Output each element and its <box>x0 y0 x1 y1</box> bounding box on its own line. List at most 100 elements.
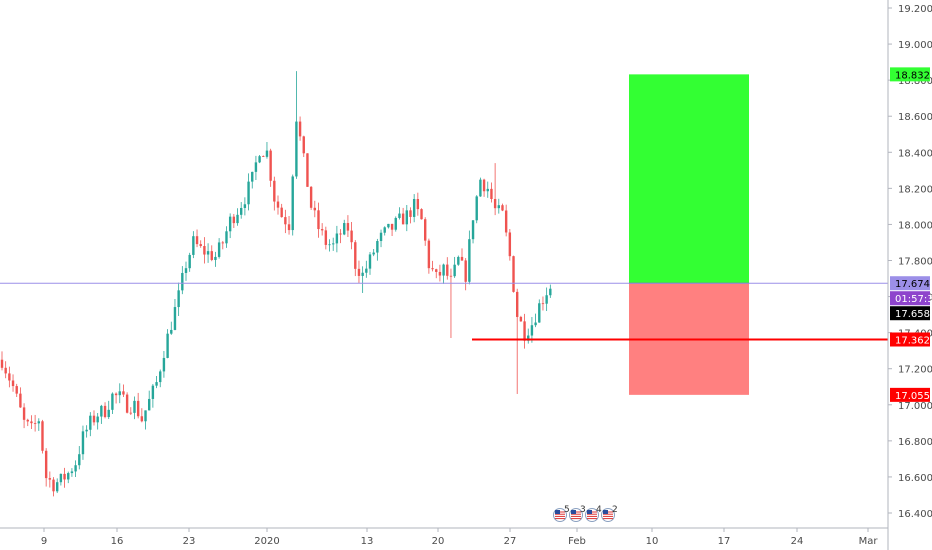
candle-body <box>195 236 199 245</box>
candle-body <box>78 454 81 466</box>
candle <box>67 471 70 484</box>
price-tick-label: 19.000 <box>898 40 932 51</box>
us-flag-icon[interactable]: 5 <box>553 505 570 522</box>
candle-body <box>56 482 59 492</box>
candle <box>276 195 280 215</box>
candle-body <box>100 405 103 417</box>
candle-body <box>173 307 177 330</box>
price-line-tag-background <box>890 276 930 291</box>
candle <box>85 425 88 438</box>
us-flag-icon[interactable]: 4 <box>585 505 603 522</box>
candle <box>96 413 99 430</box>
candle-body <box>320 229 324 231</box>
candle <box>228 213 232 239</box>
last-price-tag-background <box>890 306 930 321</box>
candle-body <box>339 233 342 235</box>
candle-body <box>37 421 40 424</box>
candle-body <box>401 213 405 225</box>
candle <box>405 205 408 232</box>
candle <box>427 238 431 274</box>
price-tick-label: 16.800 <box>898 437 932 448</box>
candle-body <box>129 412 132 414</box>
candle-body <box>420 209 423 220</box>
candle <box>387 223 390 229</box>
time-axis[interactable]: 9 16 23 2020 13 20 27 Feb 10 17 24 Mar <box>0 527 888 547</box>
candle <box>210 245 213 262</box>
candle <box>217 238 221 259</box>
candle-body <box>412 199 416 217</box>
price-tick-label: 16.400 <box>898 509 932 520</box>
candle-body <box>30 421 33 424</box>
candle <box>159 369 162 388</box>
candle <box>420 208 423 220</box>
candle-body <box>111 393 114 410</box>
candle-body <box>471 220 475 240</box>
candle-body <box>11 380 15 387</box>
candle <box>4 361 7 379</box>
candle-body <box>151 385 155 399</box>
candle <box>151 383 155 408</box>
candle <box>107 400 110 420</box>
candle-body <box>0 359 4 368</box>
candle-body <box>376 241 379 253</box>
candle <box>125 392 129 414</box>
candle-body <box>96 416 99 423</box>
candle <box>324 226 328 250</box>
support-price-tag-label: 17.362 <box>895 335 930 346</box>
candle-body <box>284 217 287 225</box>
candle <box>291 174 294 236</box>
candle <box>262 155 265 157</box>
candle-countdown-tag-label: 01:57:39 <box>895 294 932 305</box>
candle <box>199 240 202 248</box>
candle <box>78 446 81 470</box>
candle-body <box>368 254 372 269</box>
candle-body <box>89 415 92 430</box>
time-tick-label: Mar <box>859 536 879 547</box>
candle-body <box>107 409 110 418</box>
candle-body <box>361 272 364 276</box>
candle <box>166 329 169 359</box>
candle-body <box>549 288 552 296</box>
candle-body <box>530 325 534 336</box>
long-position-profit-zone[interactable] <box>629 74 749 284</box>
candle <box>41 419 44 454</box>
candle-body <box>44 450 48 479</box>
price-tick-label: 17.800 <box>898 257 932 268</box>
candle-body <box>243 204 247 208</box>
candle-body <box>273 180 276 202</box>
flag-canton <box>555 510 560 514</box>
candle <box>0 351 4 371</box>
candle-body <box>357 268 361 276</box>
candle-body <box>217 242 221 257</box>
candle-body <box>136 400 140 417</box>
candle <box>541 296 545 311</box>
candle-body <box>67 473 70 480</box>
us-flag-icon[interactable]: 3 <box>569 505 586 522</box>
us-flag-icon[interactable]: 2 <box>601 505 618 522</box>
candle-body <box>394 217 397 230</box>
candle <box>527 328 530 344</box>
candle-body <box>332 243 335 245</box>
candle-body <box>442 264 445 276</box>
candle-body <box>541 303 545 305</box>
candle-body <box>15 386 18 394</box>
candle <box>335 225 339 253</box>
candle <box>379 229 383 248</box>
candle-body <box>468 239 471 282</box>
support-price-tag-background <box>890 332 930 347</box>
candle-body <box>203 246 206 255</box>
candle-body <box>166 333 169 358</box>
candle <box>155 375 158 389</box>
candle-body <box>387 223 390 228</box>
candle-body <box>276 201 280 208</box>
candle-body <box>350 230 353 243</box>
candle-body <box>490 188 493 200</box>
candle <box>136 392 140 419</box>
candle-body <box>4 367 7 374</box>
candle <box>273 176 276 211</box>
time-tick-label: 10 <box>646 536 659 547</box>
candle-body <box>460 256 464 261</box>
candle-body <box>251 171 254 182</box>
